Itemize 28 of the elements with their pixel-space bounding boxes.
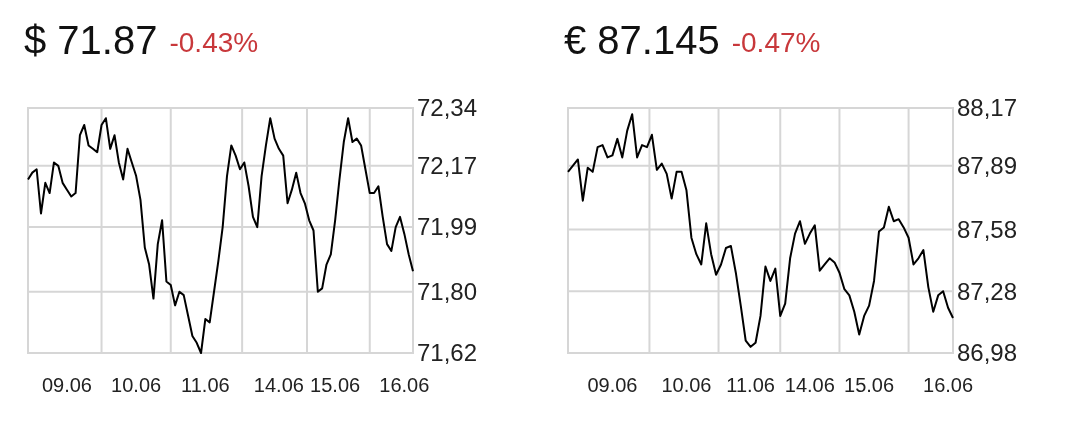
chart-subtitle: -0.47%	[731, 27, 821, 58]
y-tick-label: 87,58	[957, 215, 1018, 243]
line-series	[27, 117, 414, 354]
x-tick-label: 16.06	[379, 374, 430, 396]
x-tick-label: 09.06	[587, 374, 638, 396]
x-tick-label: 14.06	[784, 374, 835, 396]
y-tick-label: 87,89	[957, 152, 1018, 180]
line-series	[567, 113, 954, 348]
chart-subtitle: -0.43%	[169, 27, 259, 58]
y-tick-label: 86,98	[957, 339, 1018, 367]
y-tick-label: 88,17	[957, 94, 1018, 122]
chart-title: € 87.145	[564, 18, 720, 62]
x-tick-label: 10.06	[111, 374, 162, 396]
x-tick-label: 11.06	[181, 374, 230, 396]
x-tick-label: 15.06	[310, 374, 361, 396]
x-tick-label: 09.06	[41, 374, 92, 396]
x-tick-label: 15.06	[844, 374, 895, 396]
y-tick-label: 71,99	[417, 213, 478, 241]
x-tick-label: 10.06	[661, 374, 712, 396]
y-tick-label: 71,62	[417, 339, 478, 367]
y-tick-label: 87,28	[957, 277, 1018, 305]
y-tick-label: 71,80	[417, 278, 478, 306]
x-tick-label: 16.06	[923, 374, 974, 396]
y-tick-label: 72,17	[417, 152, 478, 180]
y-tick-label: 72,34	[417, 94, 478, 122]
x-tick-label: 11.06	[726, 374, 775, 396]
chart-title: $ 71.87	[24, 18, 158, 62]
x-tick-label: 14.06	[253, 374, 304, 396]
